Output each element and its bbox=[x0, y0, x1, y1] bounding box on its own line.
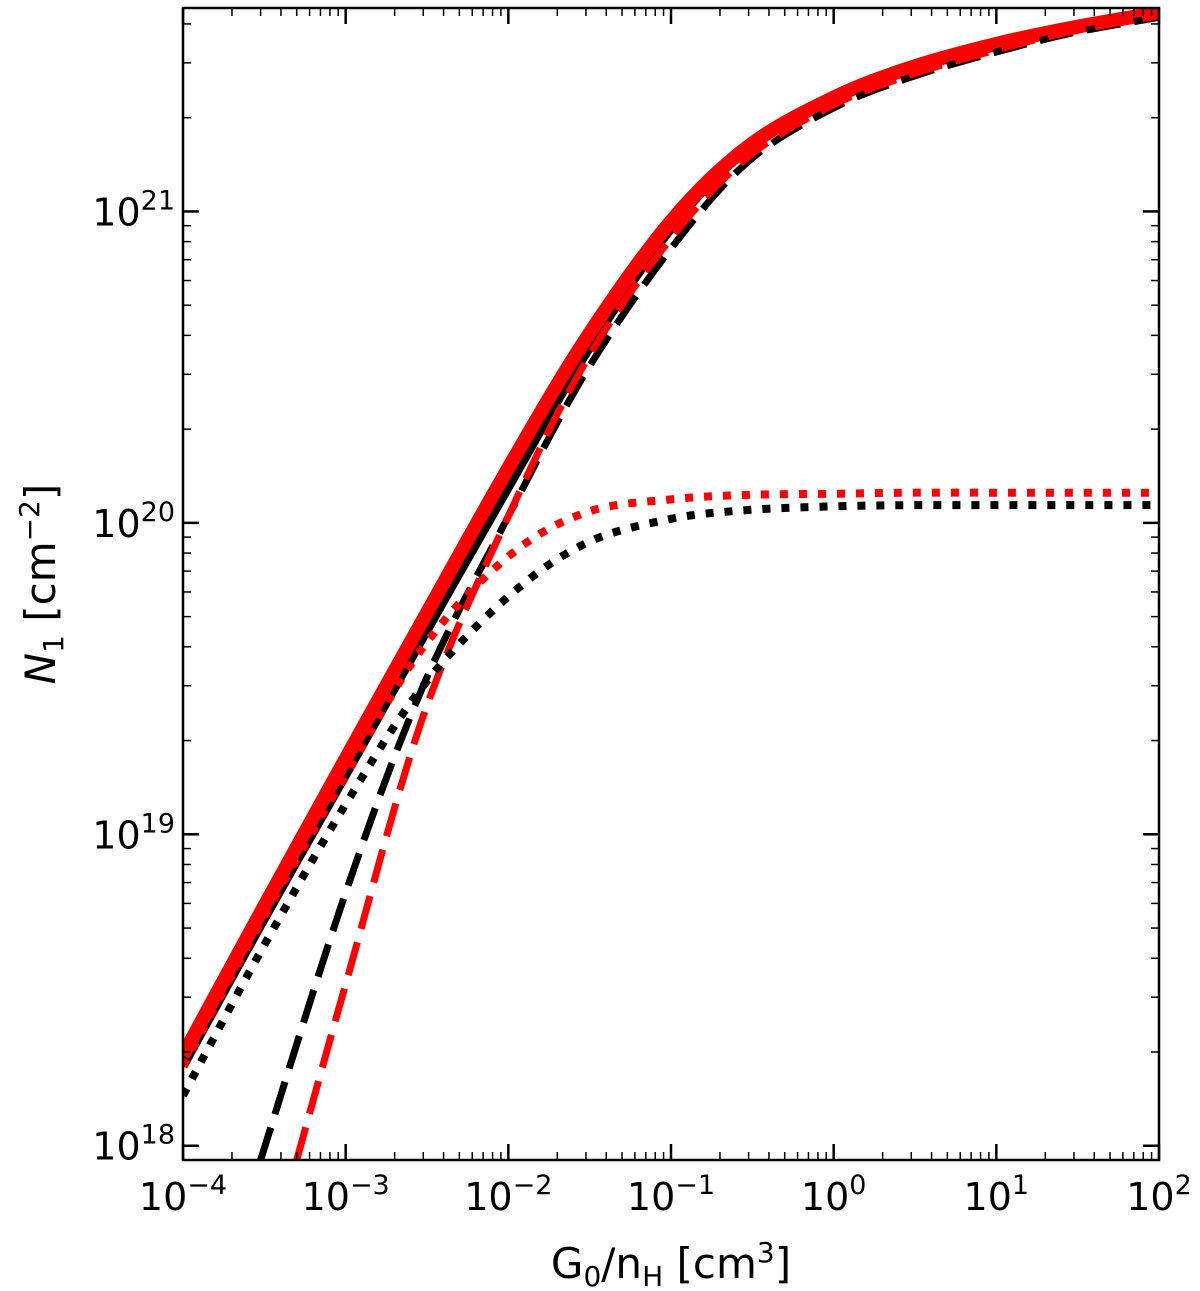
y-tick-label: 1020 bbox=[92, 497, 175, 546]
series-line-solid-red bbox=[183, 8, 1159, 1059]
series-line-dashed-red bbox=[293, 12, 1159, 1160]
x-tick-label: 101 bbox=[964, 1170, 1030, 1219]
y-axis-title: N1 [cm−2] bbox=[13, 484, 70, 685]
y-tick-label: 1021 bbox=[92, 185, 175, 234]
series-line-dotted-black bbox=[183, 501, 1159, 1098]
x-tick-label: 102 bbox=[1126, 1170, 1192, 1219]
tick-label-layer: 10−4 10−3 10−2 10−1 100 101 102 1018 1019 1020 102… bbox=[92, 185, 1191, 1219]
series-layer bbox=[183, 8, 1159, 1160]
x-tick-label: 100 bbox=[801, 1170, 867, 1219]
x-tick-label: 10−1 bbox=[627, 1170, 715, 1219]
x-tick-label: 10−4 bbox=[139, 1170, 227, 1219]
y-tick-label: 1019 bbox=[92, 808, 175, 857]
series-line-dashed-black bbox=[257, 13, 1159, 1160]
x-tick-label: 10−3 bbox=[302, 1170, 390, 1219]
series-line-dotted-red bbox=[183, 488, 1159, 1069]
y-tick-label: 1018 bbox=[92, 1120, 175, 1169]
plot-frame bbox=[181, 6, 1161, 1162]
x-tick-label: 10−2 bbox=[464, 1170, 552, 1219]
